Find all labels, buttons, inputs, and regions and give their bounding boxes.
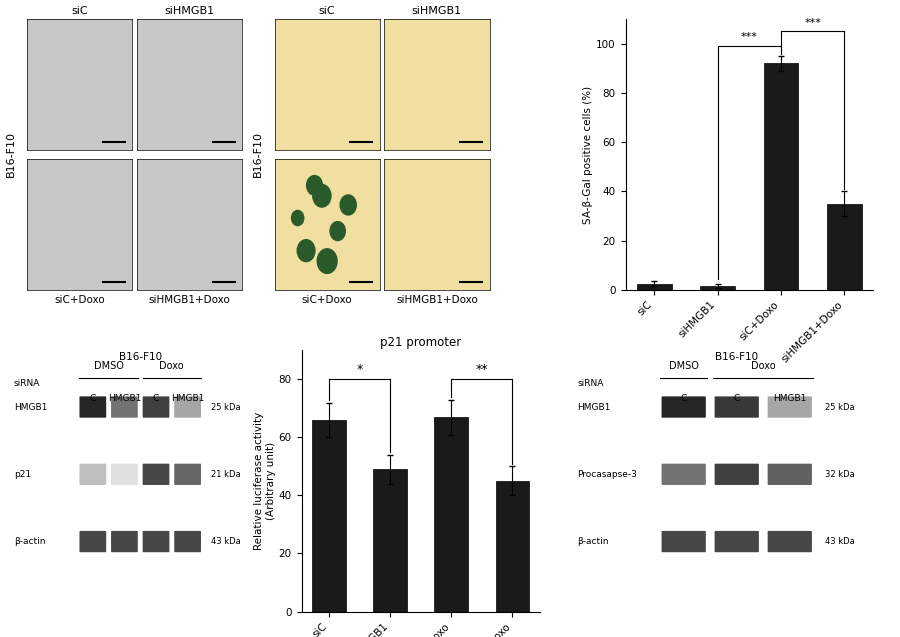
Text: C: C	[734, 394, 740, 403]
Circle shape	[340, 195, 356, 215]
Text: 25 kDa: 25 kDa	[211, 403, 240, 412]
Text: **: **	[475, 364, 488, 376]
FancyBboxPatch shape	[175, 531, 201, 552]
Text: 43 kDa: 43 kDa	[825, 537, 855, 546]
FancyBboxPatch shape	[662, 464, 706, 485]
Text: 21 kDa: 21 kDa	[211, 470, 240, 479]
Bar	[763, 64, 798, 290]
FancyBboxPatch shape	[662, 531, 706, 552]
Text: C: C	[680, 394, 687, 403]
FancyBboxPatch shape	[143, 396, 169, 418]
Circle shape	[330, 222, 346, 241]
Bar	[374, 469, 407, 612]
Text: β-actin: β-actin	[14, 537, 45, 546]
Circle shape	[317, 249, 338, 273]
Text: Doxo: Doxo	[751, 361, 776, 371]
FancyBboxPatch shape	[143, 464, 169, 485]
Circle shape	[292, 210, 304, 225]
Title: p21 promoter: p21 promoter	[380, 336, 462, 349]
Text: siHMGB1+Doxo: siHMGB1+Doxo	[396, 295, 478, 305]
FancyBboxPatch shape	[79, 396, 106, 418]
Text: ***: ***	[741, 32, 758, 43]
Text: HMGB1: HMGB1	[171, 394, 204, 403]
Text: HMGB1: HMGB1	[14, 403, 47, 412]
FancyBboxPatch shape	[768, 531, 812, 552]
Text: 43 kDa: 43 kDa	[211, 537, 240, 546]
FancyBboxPatch shape	[111, 464, 138, 485]
Text: B16-F10: B16-F10	[5, 131, 16, 178]
Text: siHMGB1: siHMGB1	[165, 6, 214, 16]
Text: Doxo: Doxo	[159, 361, 184, 371]
Text: B16-F10: B16-F10	[253, 131, 264, 178]
FancyBboxPatch shape	[715, 464, 759, 485]
Y-axis label: Relative luciferase activity
(Arbitrary unit): Relative luciferase activity (Arbitrary …	[255, 412, 276, 550]
Text: DMSO: DMSO	[94, 361, 123, 371]
Text: DMSO: DMSO	[669, 361, 698, 371]
Text: Procasapse-3: Procasapse-3	[578, 470, 637, 479]
FancyBboxPatch shape	[715, 531, 759, 552]
Text: siHMGB1: siHMGB1	[412, 6, 462, 16]
Text: HMGB1: HMGB1	[578, 403, 611, 412]
Text: B16-F10: B16-F10	[716, 352, 759, 362]
FancyBboxPatch shape	[662, 396, 706, 418]
Text: β-actin: β-actin	[578, 537, 609, 546]
FancyBboxPatch shape	[175, 464, 201, 485]
Circle shape	[313, 185, 331, 207]
Text: siC+Doxo: siC+Doxo	[54, 295, 105, 305]
Text: B16-F10: B16-F10	[119, 352, 162, 362]
FancyBboxPatch shape	[715, 396, 759, 418]
Text: C: C	[153, 394, 159, 403]
Text: siRNA: siRNA	[578, 379, 604, 388]
FancyBboxPatch shape	[768, 464, 812, 485]
FancyBboxPatch shape	[768, 396, 812, 418]
Text: siRNA: siRNA	[14, 379, 40, 388]
FancyBboxPatch shape	[111, 396, 138, 418]
Text: siHMGB1+Doxo: siHMGB1+Doxo	[148, 295, 230, 305]
FancyBboxPatch shape	[143, 531, 169, 552]
Text: 25 kDa: 25 kDa	[825, 403, 855, 412]
Circle shape	[307, 176, 322, 195]
FancyBboxPatch shape	[79, 464, 106, 485]
Text: C: C	[90, 394, 96, 403]
Text: HMGB1: HMGB1	[773, 394, 806, 403]
FancyBboxPatch shape	[111, 531, 138, 552]
Circle shape	[297, 240, 315, 262]
Text: *: *	[356, 364, 363, 376]
Text: p21: p21	[14, 470, 31, 479]
Bar	[435, 417, 468, 612]
Bar	[312, 420, 346, 612]
FancyBboxPatch shape	[175, 396, 201, 418]
Text: siC: siC	[319, 6, 336, 16]
FancyBboxPatch shape	[79, 531, 106, 552]
Text: ***: ***	[805, 18, 821, 28]
Text: siC+Doxo: siC+Doxo	[302, 295, 353, 305]
Bar	[637, 283, 671, 290]
Bar	[700, 286, 735, 290]
Y-axis label: SA-β-Gal positive cells (%): SA-β-Gal positive cells (%)	[583, 85, 593, 224]
Text: HMGB1: HMGB1	[108, 394, 141, 403]
Text: 32 kDa: 32 kDa	[825, 470, 855, 479]
Bar	[496, 481, 529, 612]
Text: siC: siC	[71, 6, 88, 16]
Bar	[827, 204, 862, 290]
